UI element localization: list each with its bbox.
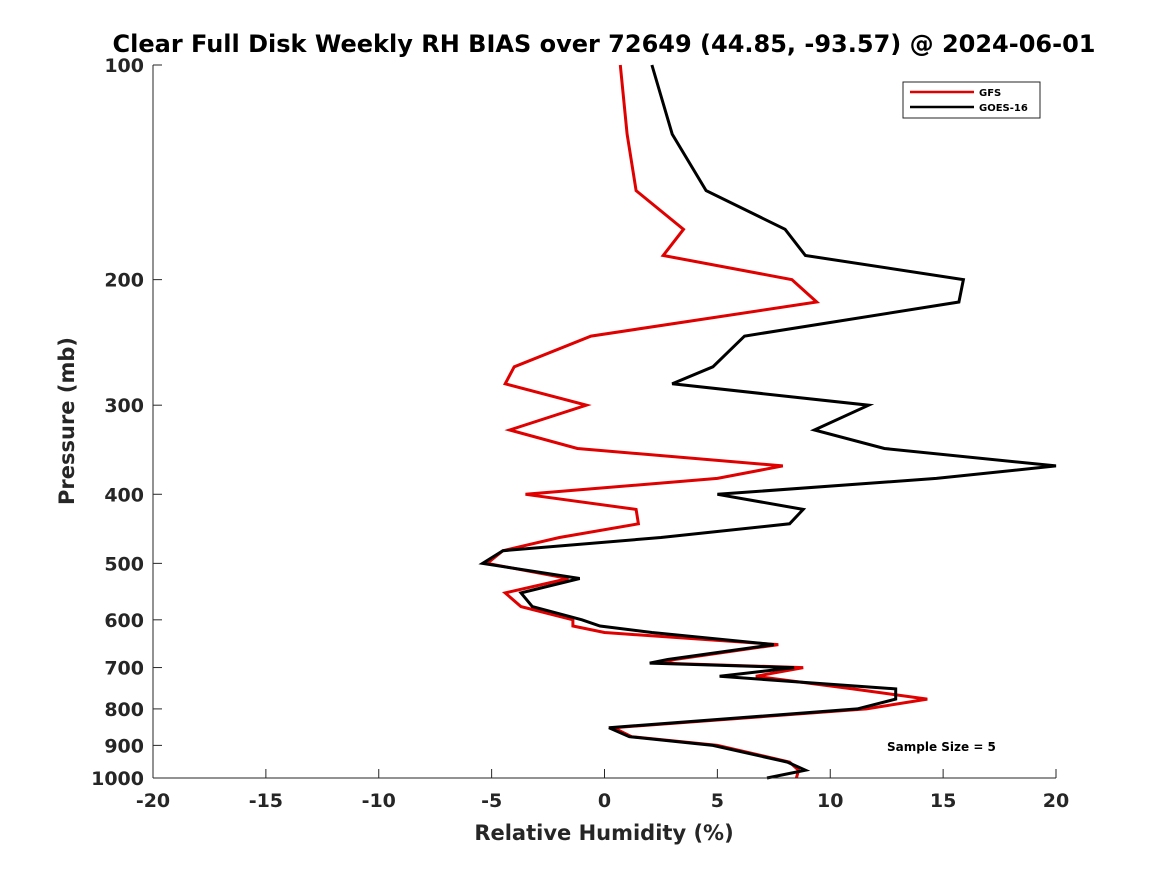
y-tick-label: 700 [104, 658, 144, 680]
x-tick-label: -5 [481, 790, 502, 812]
legend-box [902, 81, 1041, 119]
legend-label-goes-16: GOES-16 [979, 103, 1028, 114]
y-tick-label: 100 [104, 55, 144, 77]
x-tick-label: 10 [817, 790, 843, 812]
y-ticks: 100 200 300 400 500 600 700 800 900 1000 [91, 55, 162, 790]
y-tick-label: 300 [104, 395, 144, 417]
x-tick-label: 15 [930, 790, 956, 812]
x-tick-label: -15 [249, 790, 283, 812]
series-layer [478, 64, 1057, 780]
legend: GFS GOES-16 [902, 81, 1041, 119]
x-tick-label: -20 [136, 790, 170, 812]
x-ticks: -20 -15 -10 -5 0 5 10 15 20 [136, 769, 1069, 812]
y-tick-label: 600 [104, 610, 144, 632]
y-tick-label: 500 [104, 553, 144, 575]
y-tick-label: 900 [104, 735, 144, 757]
y-axis-label: Pressure (mb) [55, 337, 79, 505]
x-tick-label: 20 [1043, 790, 1069, 812]
plot-area [153, 65, 1056, 778]
sample-size-annotation: Sample Size = 5 [887, 740, 996, 754]
y-tick-label: 200 [104, 270, 144, 292]
x-tick-label: -10 [362, 790, 396, 812]
x-tick-label: 5 [711, 790, 724, 812]
y-tick-label: 400 [104, 484, 144, 506]
legend-label-gfs: GFS [979, 88, 1001, 99]
y-tick-label: 1000 [91, 768, 144, 790]
x-axis-label: Relative Humidity (%) [474, 821, 733, 845]
series-line-goes-16 [478, 64, 1057, 780]
y-tick-label: 800 [104, 699, 144, 721]
x-tick-label: 0 [598, 790, 611, 812]
chart-title: Clear Full Disk Weekly RH BIAS over 7264… [113, 30, 1096, 58]
